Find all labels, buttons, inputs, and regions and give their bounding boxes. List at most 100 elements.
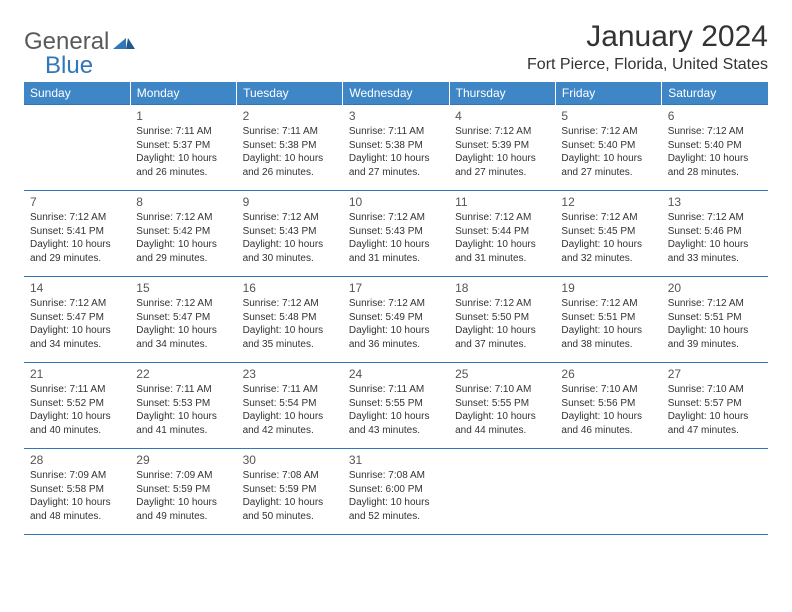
sunset-text: Sunset: 5:51 PM xyxy=(668,311,762,325)
day-number: 7 xyxy=(30,194,124,210)
daylight-text: and 34 minutes. xyxy=(136,338,230,352)
daylight-text: and 36 minutes. xyxy=(349,338,443,352)
sunrise-text: Sunrise: 7:10 AM xyxy=(561,383,655,397)
sunset-text: Sunset: 5:38 PM xyxy=(243,139,337,153)
daylight-text: Daylight: 10 hours xyxy=(136,496,230,510)
daylight-text: Daylight: 10 hours xyxy=(136,238,230,252)
dayhdr-tuesday: Tuesday xyxy=(237,82,343,105)
sunset-text: Sunset: 5:42 PM xyxy=(136,225,230,239)
day-number: 28 xyxy=(30,452,124,468)
calendar-week-row: 7 Sunrise: 7:12 AM Sunset: 5:41 PM Daylight… xyxy=(24,191,768,277)
sunset-text: Sunset: 5:47 PM xyxy=(30,311,124,325)
daylight-text: Daylight: 10 hours xyxy=(30,496,124,510)
calendar-day-cell: 28Sunrise: 7:09 AMSunset: 5:58 PMDayligh… xyxy=(24,449,130,535)
sunset-text: Sunset: 5:58 PM xyxy=(30,483,124,497)
daylight-text: and 33 minutes. xyxy=(668,252,762,266)
daylight-text: and 26 minutes. xyxy=(136,166,230,180)
sunrise-text: Sunrise: 7:12 AM xyxy=(349,297,443,311)
calendar-day-cell: 15Sunrise: 7:12 AMSunset: 5:47 PMDayligh… xyxy=(130,277,236,363)
calendar-page: General January 2024 Fort Pierce, Florid… xyxy=(0,0,792,555)
calendar-day-cell: 7Sunrise: 7:12 AMSunset: 5:41 PMDaylight… xyxy=(24,191,130,277)
daylight-text: and 26 minutes. xyxy=(243,166,337,180)
sunrise-text: Sunrise: 7:11 AM xyxy=(136,383,230,397)
daylight-text: Daylight: 10 hours xyxy=(243,410,337,424)
daylight-text: and 43 minutes. xyxy=(349,424,443,438)
sunset-text: Sunset: 5:53 PM xyxy=(136,397,230,411)
sunrise-text: Sunrise: 7:09 AM xyxy=(30,469,124,483)
day-number: 2 xyxy=(243,108,337,124)
daylight-text: Daylight: 10 hours xyxy=(668,324,762,338)
sunset-text: Sunset: 5:57 PM xyxy=(668,397,762,411)
calendar-day-cell: 9Sunrise: 7:12 AMSunset: 5:43 PMDaylight… xyxy=(237,191,343,277)
daylight-text: Daylight: 10 hours xyxy=(136,152,230,166)
calendar-day-cell: 27Sunrise: 7:10 AMSunset: 5:57 PMDayligh… xyxy=(662,363,768,449)
daylight-text: and 39 minutes. xyxy=(668,338,762,352)
daylight-text: Daylight: 10 hours xyxy=(349,410,443,424)
daylight-text: and 37 minutes. xyxy=(455,338,549,352)
daylight-text: and 34 minutes. xyxy=(30,338,124,352)
day-number: 5 xyxy=(561,108,655,124)
calendar-week-row: 28Sunrise: 7:09 AMSunset: 5:58 PMDayligh… xyxy=(24,449,768,535)
sunset-text: Sunset: 5:40 PM xyxy=(668,139,762,153)
sunset-text: Sunset: 5:44 PM xyxy=(455,225,549,239)
calendar-week-row: 1Sunrise: 7:11 AMSunset: 5:37 PMDaylight… xyxy=(24,105,768,191)
dayhdr-wednesday: Wednesday xyxy=(343,82,449,105)
daylight-text: Daylight: 10 hours xyxy=(455,238,549,252)
calendar-day-cell: 3Sunrise: 7:11 AMSunset: 5:38 PMDaylight… xyxy=(343,105,449,191)
brand-text-b-wrap: Blue xyxy=(45,52,93,80)
day-number: 29 xyxy=(136,452,230,468)
sunrise-text: Sunrise: 7:12 AM xyxy=(668,125,762,139)
sunset-text: Sunset: 5:39 PM xyxy=(455,139,549,153)
sunset-text: Sunset: 5:48 PM xyxy=(243,311,337,325)
sunset-text: Sunset: 5:50 PM xyxy=(455,311,549,325)
day-number: 11 xyxy=(455,194,549,210)
day-number: 9 xyxy=(243,194,337,210)
daylight-text: Daylight: 10 hours xyxy=(561,152,655,166)
daylight-text: Daylight: 10 hours xyxy=(243,324,337,338)
day-number: 4 xyxy=(455,108,549,124)
calendar-day-cell: 18Sunrise: 7:12 AMSunset: 5:50 PMDayligh… xyxy=(449,277,555,363)
sunrise-text: Sunrise: 7:12 AM xyxy=(455,211,549,225)
title-block: January 2024 Fort Pierce, Florida, Unite… xyxy=(527,20,768,74)
calendar-day-cell: 19Sunrise: 7:12 AMSunset: 5:51 PMDayligh… xyxy=(555,277,661,363)
day-number: 20 xyxy=(668,280,762,296)
daylight-text: and 49 minutes. xyxy=(136,510,230,524)
daylight-text: and 41 minutes. xyxy=(136,424,230,438)
sunset-text: Sunset: 5:47 PM xyxy=(136,311,230,325)
sunset-text: Sunset: 5:59 PM xyxy=(136,483,230,497)
sunrise-text: Sunrise: 7:12 AM xyxy=(136,211,230,225)
sunset-text: Sunset: 5:55 PM xyxy=(455,397,549,411)
sunrise-text: Sunrise: 7:12 AM xyxy=(668,297,762,311)
calendar-day-cell: 23Sunrise: 7:11 AMSunset: 5:54 PMDayligh… xyxy=(237,363,343,449)
sunset-text: Sunset: 5:40 PM xyxy=(561,139,655,153)
calendar-header-row: Sunday Monday Tuesday Wednesday Thursday… xyxy=(24,82,768,105)
day-number: 8 xyxy=(136,194,230,210)
calendar-day-cell: 17Sunrise: 7:12 AMSunset: 5:49 PMDayligh… xyxy=(343,277,449,363)
daylight-text: Daylight: 10 hours xyxy=(668,152,762,166)
daylight-text: and 31 minutes. xyxy=(455,252,549,266)
daylight-text: Daylight: 10 hours xyxy=(243,152,337,166)
brand-text-b: Blue xyxy=(45,52,93,79)
sunset-text: Sunset: 5:43 PM xyxy=(349,225,443,239)
daylight-text: Daylight: 10 hours xyxy=(136,410,230,424)
sunset-text: Sunset: 5:49 PM xyxy=(349,311,443,325)
sunrise-text: Sunrise: 7:12 AM xyxy=(136,297,230,311)
day-number: 18 xyxy=(455,280,549,296)
sunrise-text: Sunrise: 7:08 AM xyxy=(243,469,337,483)
calendar-day-cell xyxy=(449,449,555,535)
calendar-day-cell: 2Sunrise: 7:11 AMSunset: 5:38 PMDaylight… xyxy=(237,105,343,191)
calendar-day-cell: 26Sunrise: 7:10 AMSunset: 5:56 PMDayligh… xyxy=(555,363,661,449)
daylight-text: Daylight: 10 hours xyxy=(30,410,124,424)
calendar-day-cell: 4Sunrise: 7:12 AMSunset: 5:39 PMDaylight… xyxy=(449,105,555,191)
daylight-text: Daylight: 10 hours xyxy=(668,410,762,424)
daylight-text: and 27 minutes. xyxy=(349,166,443,180)
daylight-text: and 50 minutes. xyxy=(243,510,337,524)
daylight-text: Daylight: 10 hours xyxy=(243,496,337,510)
sunset-text: Sunset: 5:41 PM xyxy=(30,225,124,239)
day-number: 14 xyxy=(30,280,124,296)
daylight-text: and 47 minutes. xyxy=(668,424,762,438)
daylight-text: Daylight: 10 hours xyxy=(668,238,762,252)
calendar-day-cell: 16Sunrise: 7:12 AMSunset: 5:48 PMDayligh… xyxy=(237,277,343,363)
calendar-day-cell: 20Sunrise: 7:12 AMSunset: 5:51 PMDayligh… xyxy=(662,277,768,363)
daylight-text: Daylight: 10 hours xyxy=(455,410,549,424)
